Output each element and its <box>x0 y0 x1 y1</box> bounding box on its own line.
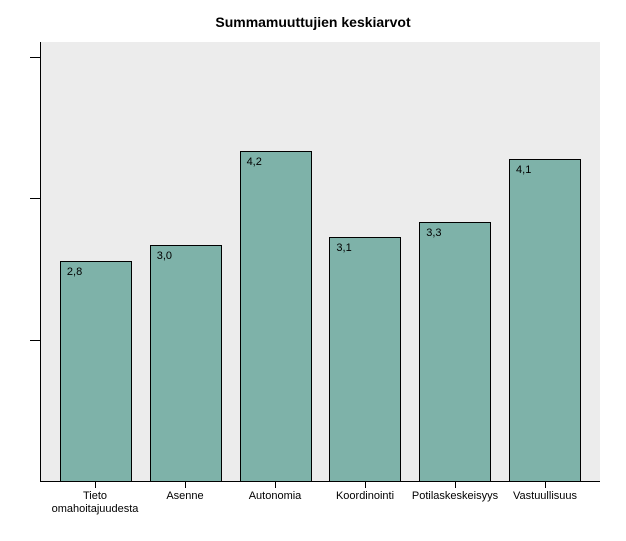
bar-value-label: 2,8 <box>67 266 82 278</box>
bar-wrap: 2,8 <box>51 42 141 481</box>
chart-container: Summamuuttujien keskiarvot 2,8 3,0 4,2 3,1 3… <box>0 0 626 541</box>
x-tick <box>275 482 276 488</box>
y-tick <box>30 340 40 341</box>
x-axis-ticks <box>40 482 600 490</box>
bar: 2,8 <box>60 261 132 481</box>
y-tick <box>30 198 40 199</box>
x-tick <box>95 482 96 488</box>
x-tick <box>185 482 186 488</box>
plot-area: 2,8 3,0 4,2 3,1 3,3 4,1 <box>40 42 600 482</box>
bar: 3,1 <box>329 237 401 481</box>
x-axis-label: Vastuullisuus <box>500 490 590 516</box>
x-axis-labels: Tieto omahoitajuudestaAsenneAutonomiaKoo… <box>40 490 600 516</box>
bar: 4,1 <box>509 159 581 481</box>
bar-wrap: 4,2 <box>231 42 321 481</box>
bar: 4,2 <box>240 151 312 481</box>
bars-group: 2,8 3,0 4,2 3,1 3,3 4,1 <box>41 42 600 481</box>
bar: 3,3 <box>419 222 491 481</box>
x-axis-label: Asenne <box>140 490 230 516</box>
x-axis-label: Autonomia <box>230 490 320 516</box>
y-axis-ticks <box>30 42 40 482</box>
bar-wrap: 3,0 <box>141 42 231 481</box>
bar: 3,0 <box>150 245 222 481</box>
x-tick <box>455 482 456 488</box>
bar-wrap: 4,1 <box>500 42 590 481</box>
x-tick <box>365 482 366 488</box>
chart-title: Summamuuttujien keskiarvot <box>0 14 626 30</box>
bar-wrap: 3,1 <box>320 42 410 481</box>
x-axis-label: Koordinointi <box>320 490 410 516</box>
bar-value-label: 3,1 <box>336 242 351 254</box>
y-tick <box>30 57 40 58</box>
bar-value-label: 3,3 <box>426 227 441 239</box>
bar-wrap: 3,3 <box>410 42 500 481</box>
bar-value-label: 4,2 <box>247 156 262 168</box>
bar-value-label: 4,1 <box>516 164 531 176</box>
x-axis-label: Tieto omahoitajuudesta <box>50 490 140 516</box>
x-tick <box>545 482 546 488</box>
bar-value-label: 3,0 <box>157 250 172 262</box>
x-axis-label: Potilaskeskeisyys <box>410 490 500 516</box>
